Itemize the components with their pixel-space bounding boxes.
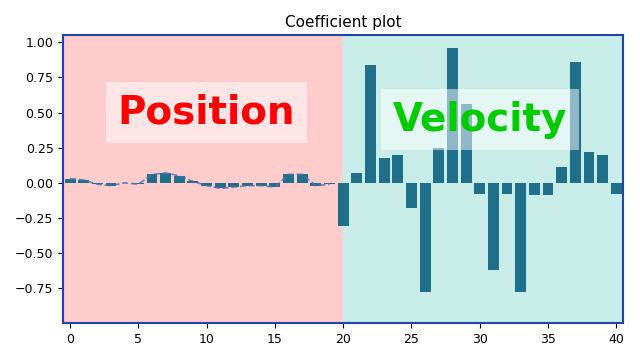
Bar (188, 182, 198, 183)
Bar (392, 155, 403, 183)
Bar (433, 148, 444, 183)
Bar (420, 183, 431, 292)
Bar (297, 174, 308, 183)
Bar (529, 183, 540, 195)
Bar (365, 65, 376, 183)
Bar (133, 183, 144, 184)
Bar (174, 176, 185, 183)
Bar (283, 174, 294, 183)
Bar (570, 62, 580, 183)
Bar (269, 183, 280, 187)
Bar (147, 174, 157, 183)
Bar (597, 155, 608, 183)
Bar (502, 183, 513, 194)
Text: Position: Position (118, 93, 295, 132)
Bar (556, 168, 567, 183)
Bar (474, 183, 485, 194)
Bar (611, 183, 621, 194)
Bar (461, 104, 472, 183)
Bar (78, 180, 89, 183)
Bar (160, 173, 171, 183)
Bar (106, 183, 116, 186)
Bar (488, 183, 499, 270)
Bar (515, 183, 526, 292)
Bar (343, 35, 623, 323)
Bar (256, 183, 267, 186)
Bar (584, 152, 595, 183)
Bar (310, 183, 321, 186)
Bar (406, 183, 417, 208)
Bar (242, 183, 253, 186)
Bar (324, 183, 335, 184)
Bar (215, 183, 226, 188)
Bar (65, 179, 76, 183)
Text: Velocity: Velocity (392, 101, 567, 139)
Bar (201, 183, 212, 186)
Bar (447, 48, 458, 183)
Bar (92, 183, 103, 184)
Bar (351, 173, 362, 183)
Bar (63, 35, 343, 323)
Title: Coefficient plot: Coefficient plot (285, 15, 401, 30)
Bar (338, 183, 349, 226)
Bar (379, 157, 390, 183)
Bar (543, 183, 554, 195)
Bar (228, 183, 239, 187)
